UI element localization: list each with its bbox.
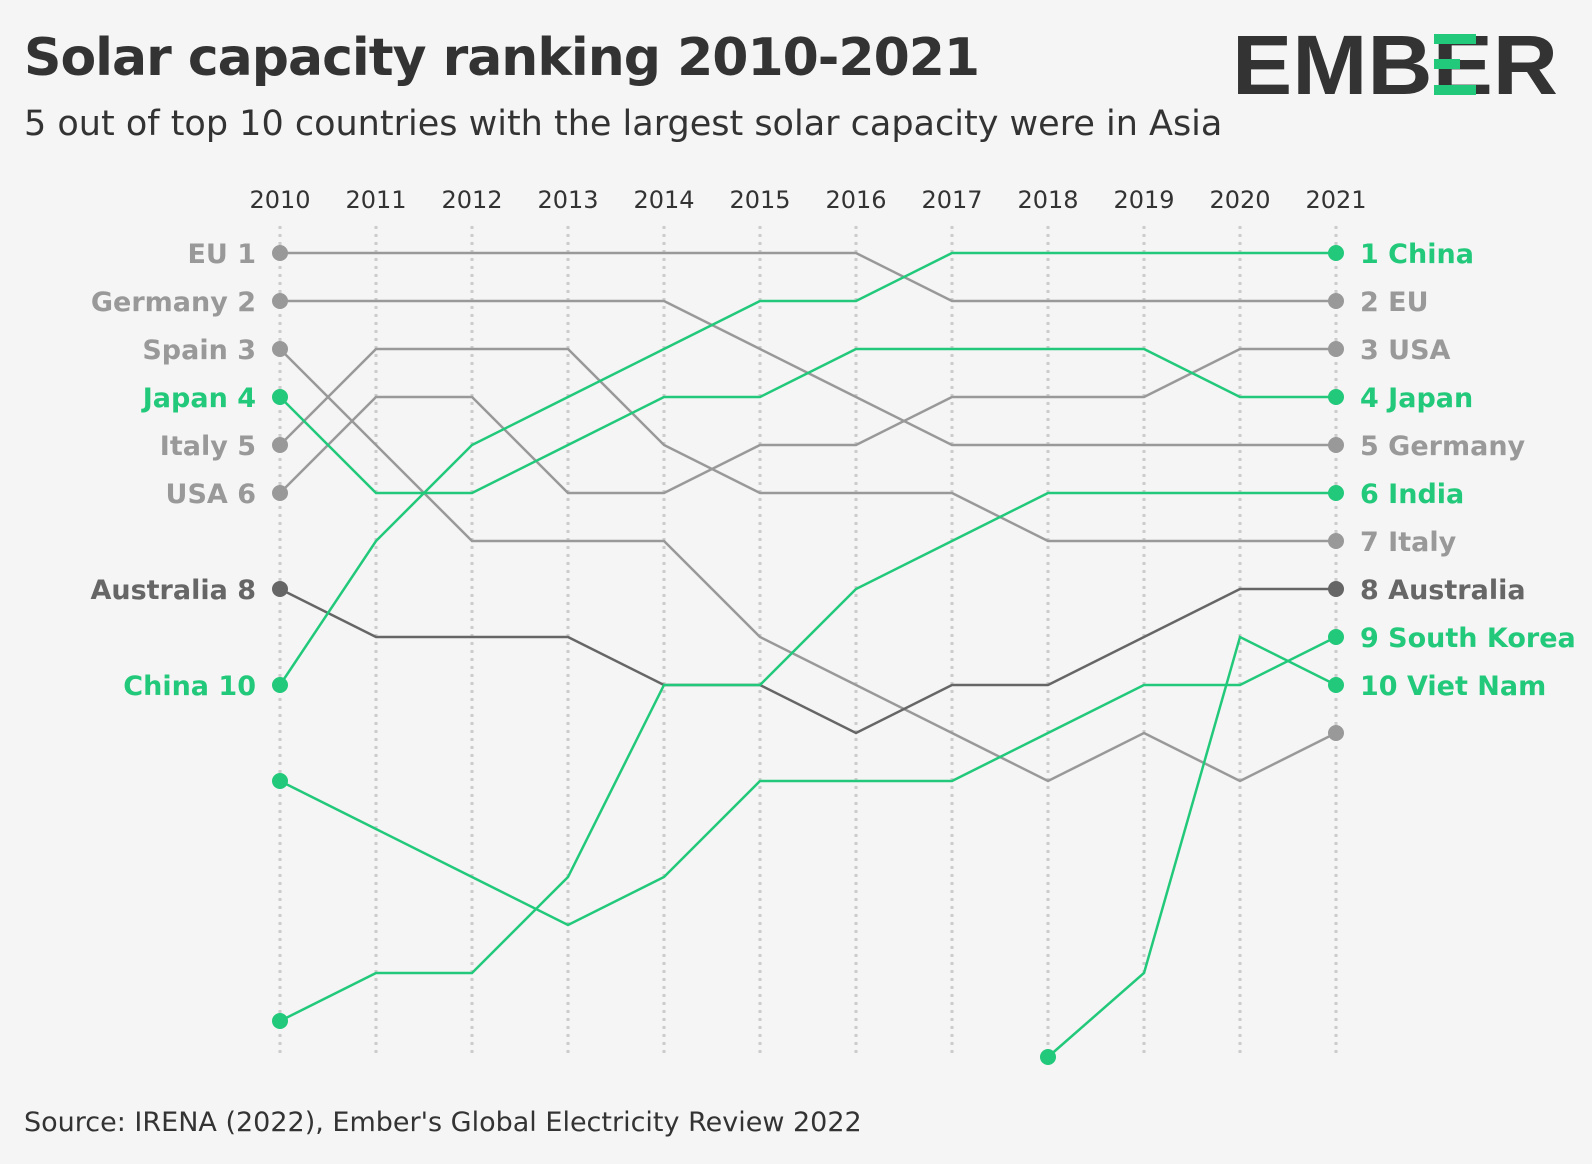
x-tick-label: 2011 xyxy=(345,186,406,214)
left-label-australia: Australia 8 xyxy=(90,575,256,606)
x-tick-label: 2020 xyxy=(1209,186,1270,214)
series-start-point-india xyxy=(272,1013,288,1029)
left-label-spain: Spain 3 xyxy=(142,335,256,366)
right-label-japan: 4 Japan xyxy=(1360,383,1473,414)
svg-text:EMBER: EMBER xyxy=(1232,30,1558,100)
series-end-point-china xyxy=(1328,245,1344,261)
left-label-china: China 10 xyxy=(123,671,256,702)
left-label-usa: USA 6 xyxy=(166,479,256,510)
left-label-germany: Germany 2 xyxy=(91,287,256,318)
chart-title: Solar capacity ranking 2010-2021 xyxy=(24,28,980,88)
series-start-point-japan xyxy=(272,389,288,405)
series-start-point-italy xyxy=(272,437,288,453)
series-line-viet-nam xyxy=(1047,635,1337,1058)
right-label-india: 6 India xyxy=(1360,479,1464,510)
source-note: Source: IRENA (2022), Ember's Global Ele… xyxy=(24,1107,862,1138)
series-line-india xyxy=(279,491,1336,1023)
series-line-usa xyxy=(279,347,1336,495)
series-end-point-india xyxy=(1328,485,1344,501)
series-line-australia xyxy=(279,587,1336,735)
series-line-china xyxy=(278,251,1336,686)
right-label-viet-nam: 10 Viet Nam xyxy=(1360,671,1546,702)
x-tick-label: 2012 xyxy=(441,186,502,214)
x-tick-label: 2019 xyxy=(1113,186,1174,214)
series-end-point-italy xyxy=(1328,533,1344,549)
series-line-spain xyxy=(279,348,1337,783)
series-start-point-spain xyxy=(272,341,288,357)
x-tick-label: 2014 xyxy=(633,186,694,214)
series-end-point-australia xyxy=(1328,581,1344,597)
right-label-italy: 7 Italy xyxy=(1360,527,1457,558)
series-start-point-usa xyxy=(272,485,288,501)
ember-logo: EMBER xyxy=(1232,30,1558,100)
left-label-italy: Italy 5 xyxy=(160,431,256,462)
x-tick-label: 2017 xyxy=(921,186,982,214)
series-start-point-china xyxy=(272,677,288,693)
series-end-point-japan xyxy=(1328,389,1344,405)
right-label-eu: 2 EU xyxy=(1360,287,1429,318)
right-label-germany: 5 Germany xyxy=(1360,431,1526,462)
left-label-eu: EU 1 xyxy=(187,239,256,270)
x-tick-label: 2018 xyxy=(1017,186,1078,214)
chart-subtitle: 5 out of top 10 countries with the large… xyxy=(24,104,1223,144)
series-start-point-australia xyxy=(272,581,288,597)
series-line-eu xyxy=(280,251,1336,303)
series-end-point-spain xyxy=(1328,725,1344,741)
series-line-south-korea xyxy=(279,635,1337,927)
x-tick-label: 2021 xyxy=(1305,186,1366,214)
series-start-point-south-korea xyxy=(272,773,288,789)
series-start-point-eu xyxy=(272,245,288,261)
series-start-point-viet-nam xyxy=(1040,1049,1056,1065)
x-tick-label: 2016 xyxy=(825,186,886,214)
left-label-japan: Japan 4 xyxy=(141,383,256,414)
x-tick-label: 2013 xyxy=(537,186,598,214)
right-label-usa: 3 USA xyxy=(1360,335,1451,366)
x-tick-label: 2015 xyxy=(729,186,790,214)
right-label-china: 1 China xyxy=(1360,239,1474,270)
series-line-japan xyxy=(279,347,1336,495)
series-end-point-usa xyxy=(1328,341,1344,357)
series-start-point-germany xyxy=(272,293,288,309)
series-end-point-south-korea xyxy=(1328,629,1344,645)
right-label-australia: 8 Australia xyxy=(1360,575,1526,606)
series-end-point-germany xyxy=(1328,437,1344,453)
x-tick-label: 2010 xyxy=(249,186,310,214)
series-end-point-eu xyxy=(1328,293,1344,309)
right-label-south-korea: 9 South Korea xyxy=(1360,623,1576,654)
series-line-italy xyxy=(279,347,1336,543)
series-end-point-viet-nam xyxy=(1328,677,1344,693)
